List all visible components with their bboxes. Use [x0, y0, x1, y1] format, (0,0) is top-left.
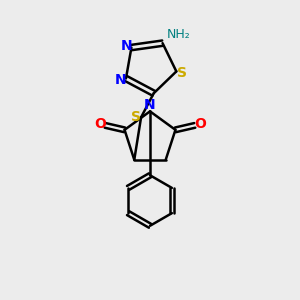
Text: S: S: [177, 66, 187, 80]
Text: NH₂: NH₂: [167, 28, 191, 41]
Text: O: O: [94, 117, 106, 131]
Text: N: N: [120, 39, 132, 53]
Text: S: S: [131, 110, 141, 124]
Text: N: N: [115, 73, 126, 87]
Text: O: O: [194, 117, 206, 131]
Text: N: N: [144, 98, 156, 112]
